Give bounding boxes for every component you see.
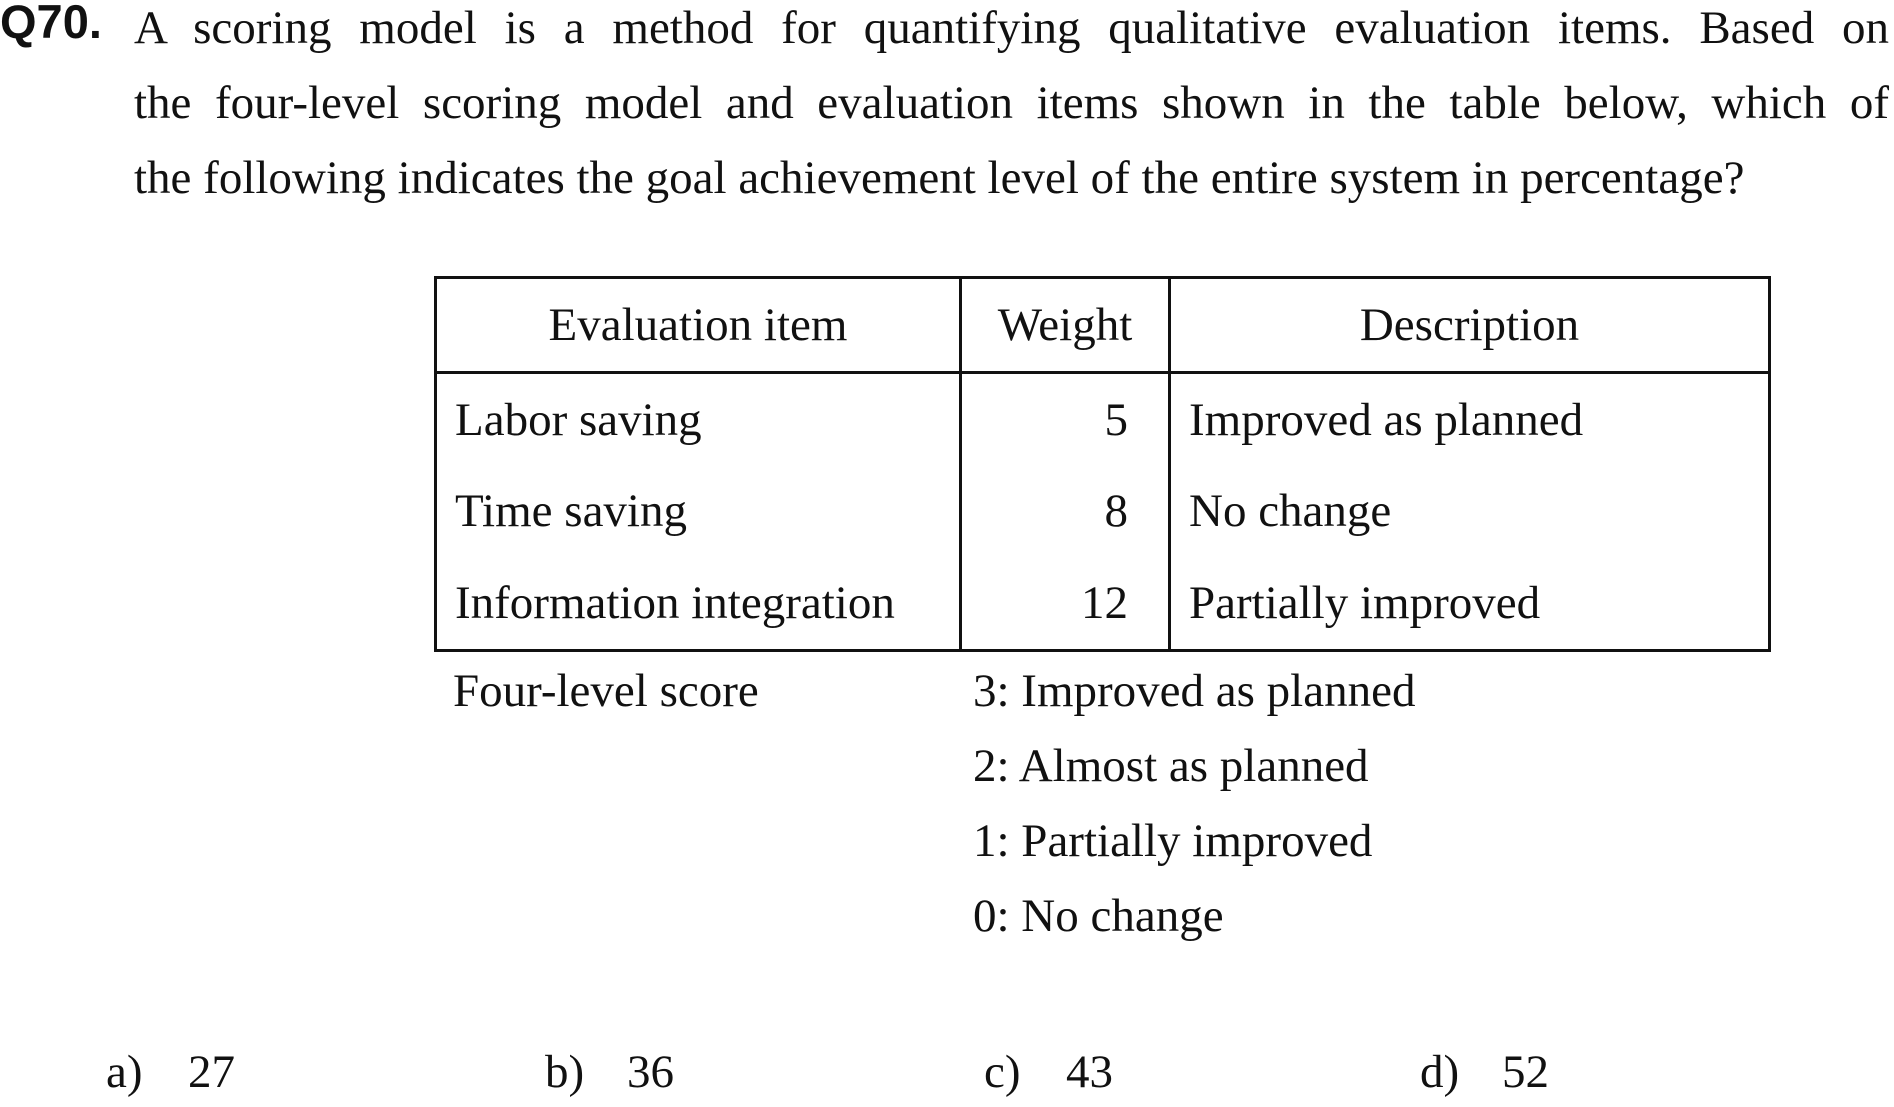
score-level: 1: Partially improved: [973, 815, 1373, 867]
cell-item: Time saving: [434, 465, 962, 558]
option-label: b): [545, 1046, 585, 1098]
option-value: 36: [627, 1046, 674, 1098]
option-value: 52: [1502, 1046, 1549, 1098]
option-d[interactable]: d) 52: [1420, 1037, 1549, 1107]
option-a[interactable]: a) 27: [106, 1037, 235, 1107]
header-evaluation-item: Evaluation item: [434, 276, 962, 374]
question-text: A scoring model is a method for quantify…: [134, 0, 1889, 216]
score-level: 3: Improved as planned: [973, 665, 1416, 717]
cell-description: Improved as planned: [1168, 372, 1771, 466]
cell-weight: 8: [959, 465, 1171, 558]
answer-options: a) 27 b) 36 c) 43 d) 52: [0, 1037, 1894, 1098]
cell-weight: 12: [959, 557, 1171, 651]
question-line: the four-level scoring model and evaluat…: [134, 77, 1889, 129]
table-row: Information integration 12 Partially imp…: [434, 557, 1771, 651]
option-label: a): [106, 1046, 143, 1098]
option-b[interactable]: b) 36: [545, 1037, 674, 1107]
cell-weight: 5: [959, 372, 1171, 466]
table-row: Time saving 8 No change: [434, 465, 1771, 558]
cell-description: Partially improved: [1168, 557, 1771, 651]
option-label: d): [1420, 1046, 1460, 1098]
score-level: 2: Almost as planned: [973, 740, 1369, 792]
header-weight: Weight: [959, 276, 1171, 374]
header-description: Description: [1168, 276, 1771, 374]
table-header-row: Evaluation item Weight Description: [434, 276, 1771, 374]
cell-item: Information integration: [434, 557, 962, 651]
four-level-score-list: 3: Improved as planned 2: Almost as plan…: [973, 656, 1415, 956]
option-value: 43: [1066, 1046, 1113, 1098]
question-line: A scoring model is a method for quantify…: [134, 2, 1889, 54]
question-number: Q70.: [0, 0, 102, 48]
score-level: 0: No change: [973, 890, 1224, 942]
table-row: Labor saving 5 Improved as planned: [434, 372, 1771, 466]
option-label: c): [984, 1046, 1021, 1098]
evaluation-table: Evaluation item Weight Description Labor…: [434, 276, 1771, 652]
option-value: 27: [188, 1046, 235, 1098]
cell-description: No change: [1168, 465, 1771, 558]
question-line: the following indicates the goal achieve…: [134, 152, 1745, 204]
option-c[interactable]: c) 43: [984, 1037, 1113, 1107]
cell-item: Labor saving: [434, 372, 962, 466]
four-level-score-label: Four-level score: [453, 665, 759, 717]
